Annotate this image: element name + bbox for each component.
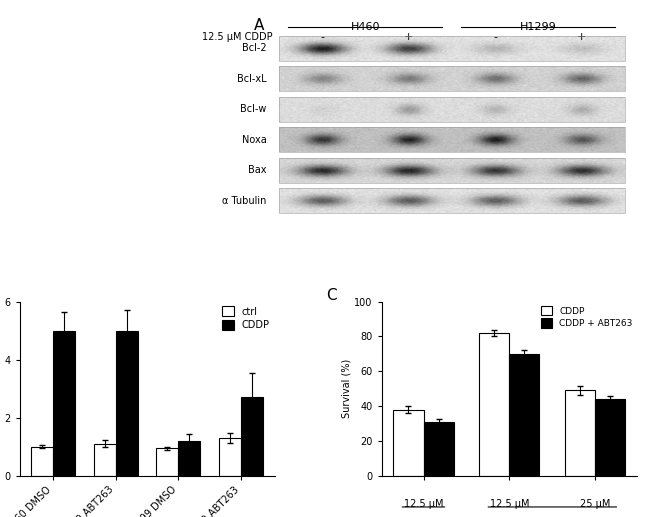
Bar — [31, 447, 53, 476]
Bar — [241, 398, 263, 476]
Y-axis label: Survival (%): Survival (%) — [342, 359, 352, 418]
Bar — [219, 438, 241, 476]
Text: H460: H460 — [350, 22, 380, 32]
Text: C: C — [326, 287, 336, 302]
Text: α Tubulin: α Tubulin — [222, 196, 266, 206]
Bar — [424, 422, 454, 476]
Text: Bcl-2: Bcl-2 — [242, 43, 266, 53]
Bar — [479, 333, 510, 476]
Text: 12.5 μM CDDP: 12.5 μM CDDP — [202, 32, 272, 42]
Bar — [279, 188, 625, 213]
Text: Bcl-w: Bcl-w — [240, 104, 266, 114]
Text: +: + — [404, 32, 413, 42]
Bar — [94, 444, 116, 476]
Text: -: - — [493, 32, 497, 42]
Y-axis label: Annexin V⁺ cells
Fold Increase of %: Annexin V⁺ cells Fold Increase of % — [0, 344, 1, 433]
Text: Bax: Bax — [248, 165, 266, 175]
Bar — [510, 354, 540, 476]
Text: Bcl-xL: Bcl-xL — [237, 74, 266, 84]
Bar — [116, 330, 138, 476]
Bar — [279, 97, 625, 122]
Text: Noxa: Noxa — [242, 135, 266, 145]
Bar — [279, 127, 625, 153]
Bar — [279, 158, 625, 183]
Text: H1299: H1299 — [520, 22, 556, 32]
Text: -: - — [320, 32, 324, 42]
Bar — [393, 409, 424, 476]
Bar — [179, 441, 200, 476]
Legend: CDDP, CDDP + ABT263: CDDP, CDDP + ABT263 — [541, 306, 632, 328]
Bar — [566, 390, 595, 476]
Bar — [279, 67, 625, 92]
Bar — [53, 330, 75, 476]
Text: +: + — [577, 32, 586, 42]
Bar — [595, 399, 625, 476]
Bar — [279, 36, 625, 61]
Legend: ctrl, CDDP: ctrl, CDDP — [222, 307, 270, 330]
Bar — [157, 448, 179, 476]
Text: A: A — [254, 18, 265, 33]
